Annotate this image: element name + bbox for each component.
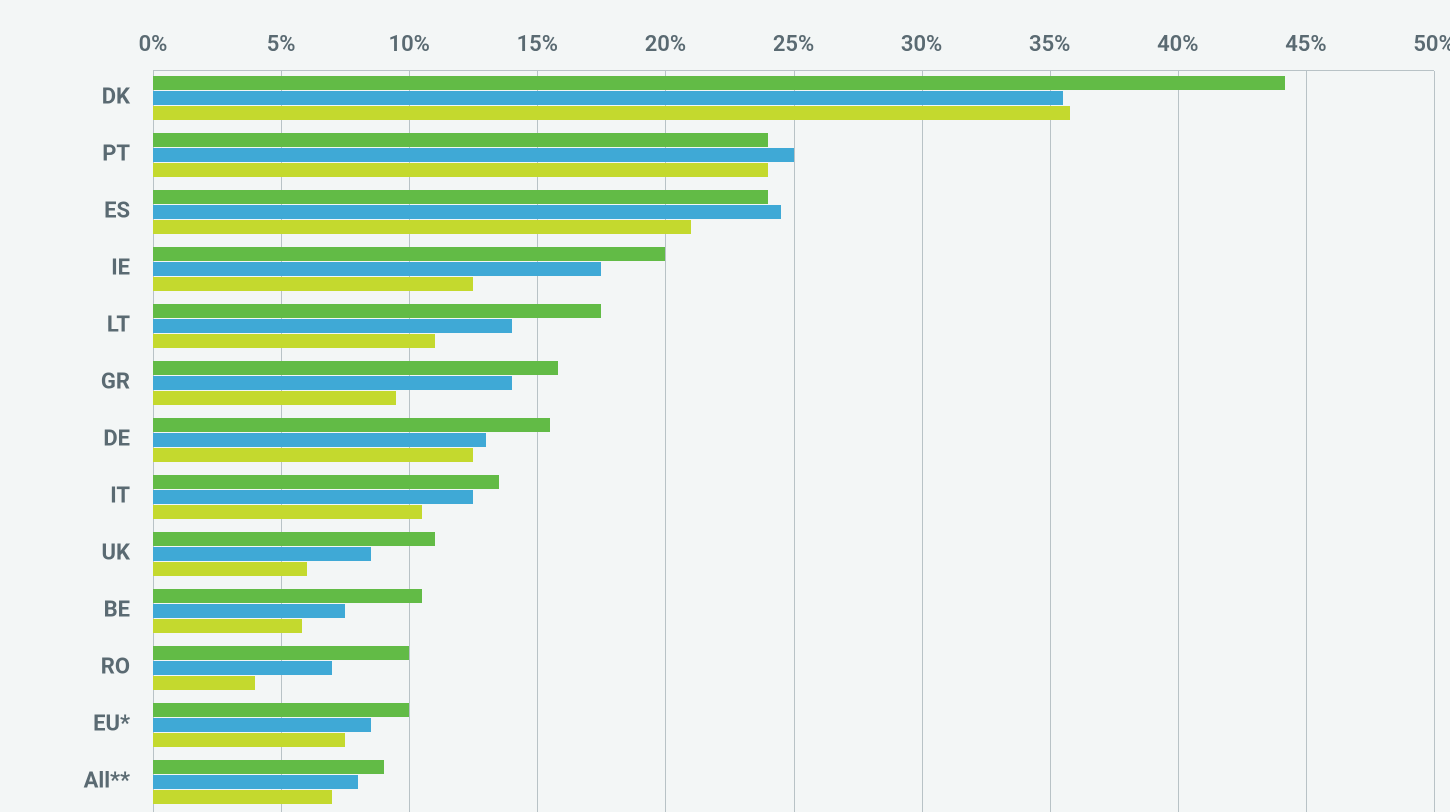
bar bbox=[153, 262, 601, 276]
x-axis-tick-label: 25% bbox=[773, 32, 814, 57]
gridline bbox=[1178, 71, 1179, 812]
y-axis-category-label: LT bbox=[0, 313, 130, 338]
x-axis-tick-label: 45% bbox=[1285, 32, 1326, 57]
gridline bbox=[665, 71, 666, 812]
bar bbox=[153, 703, 409, 717]
gridline bbox=[1050, 71, 1051, 812]
chart-container: 0% 5% 10% 15% 20% 25% 30% 35% 40% 45% 50% DK PT ES IE… bbox=[0, 0, 1450, 812]
bar bbox=[153, 76, 1285, 90]
bar bbox=[153, 589, 422, 603]
x-axis-tick-label: 15% bbox=[517, 32, 558, 57]
gridline bbox=[1434, 71, 1435, 812]
bar bbox=[153, 790, 332, 804]
x-axis-tick-label: 20% bbox=[645, 32, 686, 57]
y-axis-category-label: UK bbox=[0, 541, 130, 566]
bar bbox=[153, 562, 307, 576]
bar bbox=[153, 334, 435, 348]
bar bbox=[153, 391, 396, 405]
bar bbox=[153, 247, 665, 261]
y-axis-category-label: BE bbox=[0, 598, 130, 623]
x-axis-tick-label: 0% bbox=[139, 32, 168, 57]
bar bbox=[153, 448, 473, 462]
bar bbox=[153, 133, 768, 147]
bar bbox=[153, 646, 409, 660]
x-axis-tick-label: 30% bbox=[901, 32, 942, 57]
bar bbox=[153, 604, 345, 618]
bar bbox=[153, 505, 422, 519]
bar bbox=[153, 190, 768, 204]
x-axis-tick-label: 40% bbox=[1157, 32, 1198, 57]
gridline bbox=[537, 71, 538, 812]
gridline bbox=[922, 71, 923, 812]
y-axis-category-label: IE bbox=[0, 256, 130, 281]
y-axis-category-label: All** bbox=[0, 769, 130, 794]
bar bbox=[153, 676, 255, 690]
bar bbox=[153, 433, 486, 447]
y-axis-category-label: DE bbox=[0, 427, 130, 452]
x-axis-top: 0% 5% 10% 15% 20% 25% 30% 35% 40% 45% 50% bbox=[0, 0, 1450, 70]
x-axis-tick-label: 35% bbox=[1029, 32, 1070, 57]
bar bbox=[153, 361, 558, 375]
y-axis-category-label: IT bbox=[0, 484, 130, 509]
bar bbox=[153, 91, 1063, 105]
bar bbox=[153, 619, 302, 633]
bar bbox=[153, 376, 512, 390]
bar bbox=[153, 532, 435, 546]
bar bbox=[153, 661, 332, 675]
gridline bbox=[794, 71, 795, 812]
y-axis-category-label: ES bbox=[0, 199, 130, 224]
y-axis-category-label: PT bbox=[0, 142, 130, 167]
gridline bbox=[1306, 71, 1307, 812]
bar bbox=[153, 319, 512, 333]
bar bbox=[153, 733, 345, 747]
y-axis-category-label: DK bbox=[0, 85, 130, 110]
bar bbox=[153, 547, 371, 561]
y-axis-category-label: EU* bbox=[0, 712, 130, 737]
bar bbox=[153, 475, 499, 489]
bar bbox=[153, 304, 601, 318]
bar bbox=[153, 106, 1070, 120]
bar bbox=[153, 220, 691, 234]
plot-area bbox=[153, 70, 1434, 812]
y-axis-category-label: GR bbox=[0, 370, 130, 395]
bar bbox=[153, 760, 384, 774]
x-axis-tick-label: 50% bbox=[1413, 32, 1450, 57]
bar bbox=[153, 418, 550, 432]
bar bbox=[153, 148, 794, 162]
bar bbox=[153, 205, 781, 219]
x-axis-tick-label: 5% bbox=[267, 32, 296, 57]
x-axis-tick-label: 10% bbox=[389, 32, 430, 57]
bar bbox=[153, 775, 358, 789]
y-axis-category-label: RO bbox=[0, 655, 130, 680]
bar bbox=[153, 490, 473, 504]
bar bbox=[153, 163, 768, 177]
bar bbox=[153, 277, 473, 291]
bar bbox=[153, 718, 371, 732]
